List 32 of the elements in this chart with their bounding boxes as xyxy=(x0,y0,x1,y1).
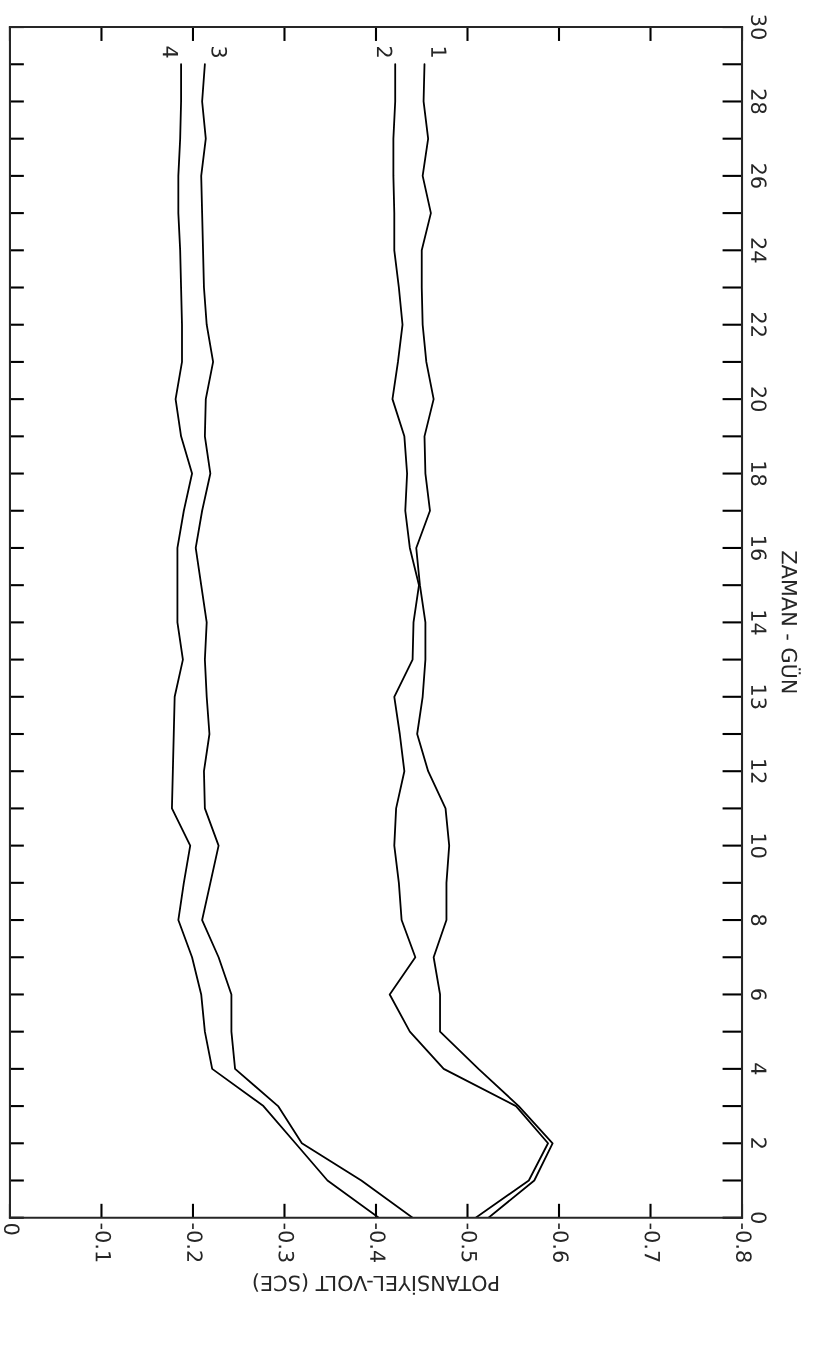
x-tick-label: -0.2 xyxy=(186,1223,203,1262)
x-tick-label: 0 xyxy=(3,1223,20,1235)
x-tick-label: -0.5 xyxy=(461,1223,478,1262)
text: 4 xyxy=(162,46,179,58)
y-tick-label: 18 xyxy=(750,462,767,486)
y-tick-label: 12 xyxy=(751,760,767,783)
legend-label: 3 xyxy=(211,47,228,58)
x-tick-label: -0.7 xyxy=(644,1223,661,1262)
y-tick-label: 20 xyxy=(750,387,767,412)
y-tick-label: 24 xyxy=(751,238,767,263)
x-tick-label: -0.3 xyxy=(278,1223,295,1262)
y-tick-label: 30 xyxy=(750,15,767,39)
x-tick-label: -0.4 xyxy=(369,1223,386,1263)
legend-label: 2 xyxy=(376,46,393,57)
x-axis-title: POTANSİYEL-VOLT (SCE) xyxy=(253,1273,499,1295)
y-tick-label: 6 xyxy=(750,989,767,1000)
y-tick-label: 16 xyxy=(750,537,767,560)
y-tick-label: 10 xyxy=(750,834,767,858)
y-tick-label: 0 xyxy=(750,1212,767,1223)
text: 1 xyxy=(431,47,447,57)
y-axis-title: ZAMAN - GÜN xyxy=(781,551,801,693)
x-tick-label: -0.1 xyxy=(95,1223,112,1262)
y-tick-label: 4 xyxy=(751,1063,767,1075)
x-tick-label: -0.8 xyxy=(735,1223,752,1262)
y-tick-label: 14 xyxy=(751,611,767,635)
y-tick-label: 8 xyxy=(750,914,767,926)
y-tick-label: 22 xyxy=(751,312,767,336)
x-tick-label: -0.6 xyxy=(552,1223,569,1262)
y-tick-label: 2 xyxy=(751,1138,767,1148)
y-tick-label: 13 xyxy=(750,685,767,709)
y-tick-label: 26 xyxy=(750,164,767,188)
y-tick-label: 28 xyxy=(750,89,767,114)
